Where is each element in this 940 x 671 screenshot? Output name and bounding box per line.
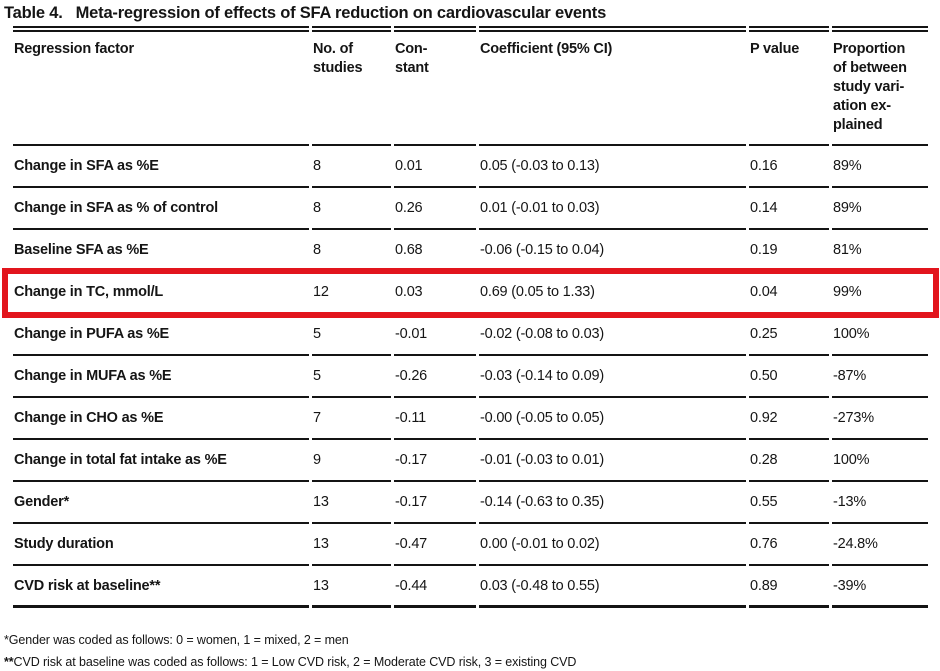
table-body: Change in SFA as %E 8 0.01 0.05 (-0.03 to 0…	[13, 146, 928, 608]
column-header: Coefficient (95% CI)	[479, 26, 746, 146]
cell: 89%	[832, 188, 928, 230]
cell: 0.50	[749, 356, 829, 398]
cell: 0.01 (-0.01 to 0.03)	[479, 188, 746, 230]
cell: 8	[312, 230, 391, 272]
cell: 13	[312, 566, 391, 608]
header-row: Regression factor No. of studies Con- stan…	[13, 26, 928, 146]
cell: 100%	[832, 440, 928, 482]
cell: 13	[312, 482, 391, 524]
table-title: Table 4. Meta-regression of effects of SF…	[4, 3, 940, 23]
cell: 0.25	[749, 314, 829, 356]
cell: 9	[312, 440, 391, 482]
cell: 5	[312, 314, 391, 356]
cell: -0.44	[394, 566, 476, 608]
cell: 0.14	[749, 188, 829, 230]
cell: 8	[312, 188, 391, 230]
cell: -39%	[832, 566, 928, 608]
cell: 0.03 (-0.48 to 0.55)	[479, 566, 746, 608]
row-label: Study duration	[13, 524, 309, 566]
cell: 99%	[832, 272, 928, 314]
cell: -0.06 (-0.15 to 0.04)	[479, 230, 746, 272]
cell: 12	[312, 272, 391, 314]
cell: 0.68	[394, 230, 476, 272]
footnotes: *Gender was coded as follows: 0 = women,…	[4, 629, 940, 671]
cell: 13	[312, 524, 391, 566]
cell: -0.01	[394, 314, 476, 356]
cell: -87%	[832, 356, 928, 398]
cell: -0.11	[394, 398, 476, 440]
cell: 89%	[832, 146, 928, 188]
cell: -0.02 (-0.08 to 0.03)	[479, 314, 746, 356]
cell: 8	[312, 146, 391, 188]
column-header: P value	[749, 26, 829, 146]
cell: -0.03 (-0.14 to 0.09)	[479, 356, 746, 398]
cell: 0.04	[749, 272, 829, 314]
cell: -0.17	[394, 440, 476, 482]
column-header: Con- stant	[394, 26, 476, 146]
cell: 0.16	[749, 146, 829, 188]
cell: 0.28	[749, 440, 829, 482]
cell: 0.69 (0.05 to 1.33)	[479, 272, 746, 314]
footnote: *Gender was coded as follows: 0 = women,…	[4, 629, 940, 651]
row-label: Change in MUFA as %E	[13, 356, 309, 398]
column-header: Regression factor	[13, 26, 309, 146]
cell: -0.47	[394, 524, 476, 566]
cell: 0.89	[749, 566, 829, 608]
row-label: Change in CHO as %E	[13, 398, 309, 440]
cell: -0.26	[394, 356, 476, 398]
cell: -0.01 (-0.03 to 0.01)	[479, 440, 746, 482]
row-label: Change in SFA as %E	[13, 146, 309, 188]
cell: -13%	[832, 482, 928, 524]
table-row: Change in TC, mmol/L 12 0.03 0.69 (0.05 to …	[13, 272, 928, 314]
row-label: Baseline SFA as %E	[13, 230, 309, 272]
cell: 0.92	[749, 398, 829, 440]
row-label: Change in SFA as % of control	[13, 188, 309, 230]
table-row: Change in SFA as % of control 8 0.26 0.01 (…	[13, 188, 928, 230]
cell: 0.76	[749, 524, 829, 566]
footnote-text: Gender was coded as follows: 0 = women, …	[8, 633, 349, 647]
table-row: CVD risk at baseline** 13 -0.44 0.03 (-0.48…	[13, 566, 928, 608]
cell: 0.19	[749, 230, 829, 272]
table-row: Change in MUFA as %E 5 -0.26 -0.03 (-0.14 t…	[13, 356, 928, 398]
row-label: CVD risk at baseline**	[13, 566, 309, 608]
cell: 0.01	[394, 146, 476, 188]
table-row: Change in SFA as %E 8 0.01 0.05 (-0.03 to 0…	[13, 146, 928, 188]
cell: 0.26	[394, 188, 476, 230]
row-label: Gender*	[13, 482, 309, 524]
row-label: Change in total fat intake as %E	[13, 440, 309, 482]
cell: 0.03	[394, 272, 476, 314]
table-row: Baseline SFA as %E 8 0.68 -0.06 (-0.15 to 0…	[13, 230, 928, 272]
cell: 0.55	[749, 482, 829, 524]
cell: -0.00 (-0.05 to 0.05)	[479, 398, 746, 440]
footnote: **CVD risk at baseline was coded as foll…	[4, 651, 940, 671]
footnote-text: CVD risk at baseline was coded as follow…	[13, 655, 577, 669]
cell: -24.8%	[832, 524, 928, 566]
cell: -273%	[832, 398, 928, 440]
cell: 5	[312, 356, 391, 398]
meta-regression-table: Regression factor No. of studies Con- stan…	[10, 26, 931, 608]
column-header: Proportion of between study vari- ation …	[832, 26, 928, 146]
row-label: Change in TC, mmol/L	[13, 272, 309, 314]
table-row: Change in total fat intake as %E 9 -0.17 -0…	[13, 440, 928, 482]
table-row: Change in PUFA as %E 5 -0.01 -0.02 (-0.08 t…	[13, 314, 928, 356]
footnote-marker: *	[4, 633, 9, 647]
row-label: Change in PUFA as %E	[13, 314, 309, 356]
cell: 100%	[832, 314, 928, 356]
cell: 7	[312, 398, 391, 440]
table-row: Change in CHO as %E 7 -0.11 -0.00 (-0.05 to…	[13, 398, 928, 440]
footnote-marker: **	[4, 655, 14, 669]
cell: 0.05 (-0.03 to 0.13)	[479, 146, 746, 188]
table-row: Gender* 13 -0.17 -0.14 (-0.63 to 0.35) 0.55-…	[13, 482, 928, 524]
cell: -0.17	[394, 482, 476, 524]
table-number: Table 4.	[4, 4, 63, 22]
table-caption: Meta-regression of effects of SFA reduct…	[75, 4, 607, 22]
column-header: No. of studies	[312, 26, 391, 146]
cell: -0.14 (-0.63 to 0.35)	[479, 482, 746, 524]
cell: 0.00 (-0.01 to 0.02)	[479, 524, 746, 566]
table-row: Study duration 13 -0.47 0.00 (-0.01 to 0.02…	[13, 524, 928, 566]
cell: 81%	[832, 230, 928, 272]
